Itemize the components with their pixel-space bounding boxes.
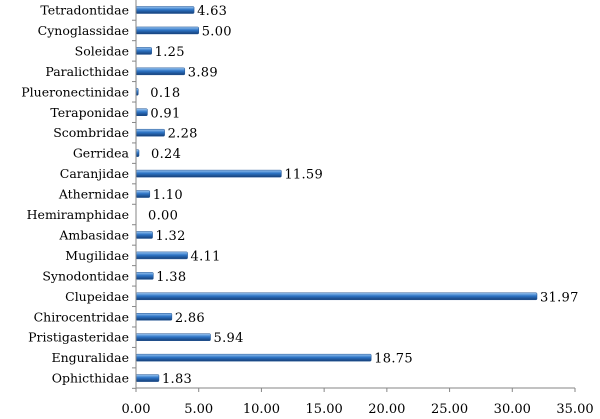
category-label: Chirocentridae [34,309,129,324]
bar [135,333,211,341]
category-label: Ambasidae [58,227,129,242]
bar [135,169,282,178]
bar [135,374,160,382]
data-label: 5.94 [214,331,244,346]
category-label: Caranjidae [60,166,129,181]
bar [135,108,148,116]
x-tick-label: 5.00 [184,402,213,417]
category-label: Clupeidae [65,289,129,304]
bar [135,67,186,76]
bar [135,190,151,198]
data-label: 0.18 [150,86,180,101]
data-label: 0.24 [151,147,181,162]
bar [135,251,188,260]
data-label: 0.91 [150,106,180,121]
category-label: Plueronectinidae [21,84,129,99]
bar [135,353,372,362]
x-tick-label: 10.00 [243,402,280,417]
data-label: 1.32 [156,229,186,244]
bar [135,292,538,301]
labels-layer: Tetradontidae 4.63 Cynoglassidae 5.00 Soleid… [21,3,578,388]
x-tick-label: 15.00 [306,402,343,417]
data-label: 2.86 [175,311,205,326]
data-label: 1.38 [156,270,186,285]
data-label: 5.00 [202,24,232,39]
data-label: 4.63 [197,4,227,19]
data-label: 18.75 [374,352,413,367]
data-label: 4.11 [191,249,221,264]
x-tick-label: 0.00 [122,402,151,417]
category-label: Hemiramphidae [27,207,129,222]
data-label: 2.28 [168,127,198,142]
category-label: Ophicthidae [52,371,129,386]
category-label: Synodontidae [42,268,129,283]
category-label: Mugilidae [65,248,129,263]
x-tick-label: 35.00 [556,402,593,417]
category-label: Tetradontidae [40,3,129,18]
x-tick-label: 30.00 [494,402,531,417]
category-label: Cynoglassidae [38,23,129,38]
data-label: 1.25 [155,45,185,60]
data-label: 3.89 [188,65,218,80]
category-label: Pristigasteridae [28,330,129,345]
category-label: Gerridea [73,146,130,161]
x-tick-label: 25.00 [431,402,468,417]
data-label: 11.59 [284,168,323,183]
data-label: 0.00 [148,209,178,224]
x-tick-label: 20.00 [368,402,405,417]
bar [135,26,199,35]
data-label: 1.10 [153,188,183,203]
category-label: Scombridae [53,125,129,140]
bar [135,6,195,14]
category-label: Teraponidae [50,105,129,120]
bar [135,128,165,137]
data-label: 31.97 [540,290,579,305]
category-label: Soleidae [75,43,129,58]
category-label: Paralicthidae [45,64,129,79]
bar [135,272,154,280]
category-label: Enguralidae [51,350,129,365]
bar [135,231,153,239]
bar [135,313,173,321]
bar [135,47,152,55]
axis-layer: 0.00 5.00 10.00 15.00 20.00 25.00 30.00 35.00 [122,0,594,417]
category-label: Athernidae [58,187,129,202]
data-label: 1.83 [162,372,192,387]
